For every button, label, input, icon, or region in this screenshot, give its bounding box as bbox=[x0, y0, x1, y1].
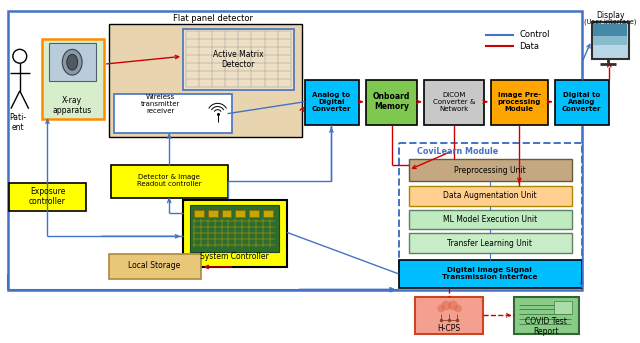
FancyBboxPatch shape bbox=[408, 186, 572, 205]
FancyBboxPatch shape bbox=[109, 254, 201, 279]
Circle shape bbox=[13, 49, 27, 63]
Circle shape bbox=[437, 305, 445, 312]
FancyBboxPatch shape bbox=[263, 210, 273, 216]
FancyBboxPatch shape bbox=[114, 94, 232, 133]
Circle shape bbox=[441, 300, 451, 310]
Text: Flat panel detector: Flat panel detector bbox=[173, 14, 253, 23]
FancyBboxPatch shape bbox=[183, 28, 294, 90]
FancyBboxPatch shape bbox=[408, 210, 572, 229]
Text: Data Augmentation Unit: Data Augmentation Unit bbox=[443, 191, 536, 200]
FancyBboxPatch shape bbox=[424, 80, 484, 125]
Text: Local Storage: Local Storage bbox=[128, 261, 180, 271]
Text: Detector & Image
Readout controller: Detector & Image Readout controller bbox=[137, 174, 202, 187]
Text: COVID Test
Report: COVID Test Report bbox=[525, 317, 567, 336]
Text: Analog to
Digital
Converter: Analog to Digital Converter bbox=[312, 92, 351, 112]
Text: Exposure
controller: Exposure controller bbox=[29, 187, 66, 206]
Text: Digital Image Signal
Transmission Interface: Digital Image Signal Transmission Interf… bbox=[442, 268, 538, 280]
FancyBboxPatch shape bbox=[591, 22, 629, 59]
FancyBboxPatch shape bbox=[208, 210, 218, 216]
FancyBboxPatch shape bbox=[555, 80, 609, 125]
Circle shape bbox=[448, 300, 458, 310]
FancyBboxPatch shape bbox=[221, 210, 232, 216]
Text: DICOM
Converter &
Network: DICOM Converter & Network bbox=[433, 92, 476, 112]
Ellipse shape bbox=[62, 49, 82, 75]
Text: Image Pre-
processing
Module: Image Pre- processing Module bbox=[498, 92, 541, 112]
FancyBboxPatch shape bbox=[399, 143, 582, 275]
FancyBboxPatch shape bbox=[111, 165, 227, 198]
FancyBboxPatch shape bbox=[190, 205, 279, 252]
Text: Display: Display bbox=[596, 11, 625, 20]
Text: ML Model Execution Unit: ML Model Execution Unit bbox=[442, 215, 537, 224]
Text: Active Matrix
Detector: Active Matrix Detector bbox=[213, 49, 264, 69]
FancyBboxPatch shape bbox=[408, 159, 572, 181]
Text: Data: Data bbox=[519, 42, 540, 51]
FancyBboxPatch shape bbox=[249, 210, 259, 216]
FancyBboxPatch shape bbox=[305, 80, 359, 125]
FancyBboxPatch shape bbox=[49, 44, 96, 81]
Ellipse shape bbox=[67, 54, 77, 70]
FancyBboxPatch shape bbox=[183, 200, 287, 267]
Text: Onboard
Memory: Onboard Memory bbox=[373, 92, 410, 111]
Text: Pati-
ent: Pati- ent bbox=[9, 113, 26, 132]
Text: (User interface): (User interface) bbox=[584, 19, 637, 25]
Text: X-ray
apparatus: X-ray apparatus bbox=[52, 96, 92, 116]
FancyBboxPatch shape bbox=[399, 260, 582, 288]
FancyBboxPatch shape bbox=[9, 183, 86, 211]
FancyBboxPatch shape bbox=[109, 24, 301, 138]
Text: Transfer Learning Unit: Transfer Learning Unit bbox=[447, 239, 532, 248]
Text: H-CPS: H-CPS bbox=[438, 324, 461, 333]
FancyBboxPatch shape bbox=[515, 297, 579, 334]
FancyBboxPatch shape bbox=[593, 24, 627, 45]
Text: Wireless
transmitter
receiver: Wireless transmitter receiver bbox=[141, 94, 180, 114]
FancyBboxPatch shape bbox=[415, 297, 483, 334]
FancyBboxPatch shape bbox=[491, 80, 548, 125]
Text: System Controller: System Controller bbox=[200, 251, 269, 261]
Text: Digital to
Analog
Converter: Digital to Analog Converter bbox=[562, 92, 602, 112]
FancyBboxPatch shape bbox=[366, 80, 417, 125]
Text: Control: Control bbox=[519, 30, 550, 39]
FancyBboxPatch shape bbox=[408, 233, 572, 253]
FancyBboxPatch shape bbox=[593, 36, 627, 45]
FancyBboxPatch shape bbox=[194, 210, 204, 216]
Text: CoviLearn Module: CoviLearn Module bbox=[417, 147, 499, 156]
FancyBboxPatch shape bbox=[42, 39, 104, 119]
Circle shape bbox=[454, 305, 462, 312]
FancyBboxPatch shape bbox=[236, 210, 245, 216]
FancyBboxPatch shape bbox=[554, 300, 572, 315]
Text: Preprocessing Unit: Preprocessing Unit bbox=[454, 166, 525, 175]
